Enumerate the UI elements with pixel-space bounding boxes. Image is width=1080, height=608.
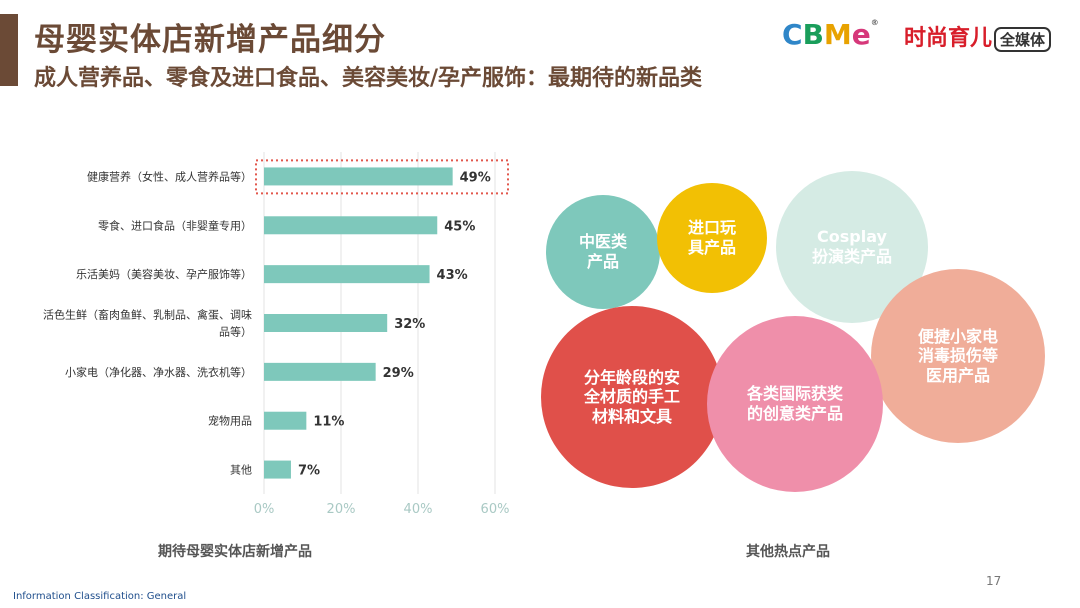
hotspot-label: 进口玩 具产品: [687, 218, 736, 257]
all-media-badge: 全媒体: [994, 26, 1052, 52]
data-label: 49%: [460, 170, 491, 185]
hotspot-bubble: 进口玩 具产品: [657, 183, 767, 293]
data-label: 43%: [437, 268, 468, 283]
bar: [264, 314, 388, 332]
hotspot-bubble: 便捷小家电 消毒损伤等 医用产品: [871, 269, 1045, 443]
category-label: 品等）: [219, 325, 252, 339]
x-tick-label: 40%: [404, 502, 433, 517]
hotspot-label: 中医类 产品: [578, 232, 627, 271]
category-label: 零食、进口食品（非婴童专用）: [98, 218, 252, 232]
bar: [264, 362, 376, 381]
x-tick-label: 20%: [327, 502, 356, 517]
cbme-logo-letter: e: [851, 18, 871, 51]
highlight-box: [255, 159, 509, 195]
bar: [264, 265, 430, 284]
hotspot-bubble: 各类国际获奖 的创意类产品: [707, 316, 883, 492]
hotspot-label: 分年龄段的安 全材质的手工 材料和文具: [583, 367, 680, 426]
title-accent-bar: [0, 14, 18, 86]
x-tick-label: 60%: [481, 502, 510, 517]
data-label: 32%: [394, 317, 425, 332]
category-label: 其他: [230, 464, 252, 477]
bar: [264, 460, 291, 479]
hotspots-caption: 其他热点产品: [746, 544, 830, 560]
hotspot-bubble: 分年龄段的安 全材质的手工 材料和文具: [541, 306, 723, 488]
category-label: 宠物用品: [208, 414, 252, 428]
category-label: 小家电（净化器、净水器、洗衣机等）: [65, 365, 252, 379]
page-title: 母婴实体店新增产品细分: [34, 22, 386, 58]
data-label: 11%: [313, 415, 344, 430]
information-classification: Information Classification: General: [13, 591, 187, 602]
cbme-logo-letter: B: [802, 18, 824, 51]
bar: [264, 167, 453, 186]
data-label: 45%: [444, 219, 475, 234]
page-number: 17: [986, 574, 1002, 588]
cbme-logo-letter: M: [823, 18, 852, 51]
hotspot-bubble: Cosplay 扮演类产品: [776, 171, 928, 323]
data-label: 7%: [298, 464, 320, 479]
cbme-logo: CBMe®: [782, 18, 879, 51]
data-label: 29%: [383, 366, 414, 381]
fashion-parenting-logo: 时尚育儿 全媒体: [904, 20, 1052, 52]
bar: [264, 411, 307, 430]
category-label: 活色生鲜（畜肉鱼鲜、乳制品、禽蛋、调味: [43, 308, 252, 322]
category-label: 健康营养（女性、成人营养品等）: [87, 169, 252, 183]
hotspot-label: Cosplay 扮演类产品: [811, 227, 892, 266]
cbme-logo-letter: C: [782, 18, 803, 51]
hotspot-bubble: 中医类 产品: [546, 195, 660, 309]
bar: [264, 216, 438, 235]
hotspot-label: 各类国际获奖 的创意类产品: [746, 384, 843, 423]
hotspot-label: 便捷小家电 消毒损伤等 医用产品: [917, 326, 998, 385]
fashion-parenting-logo-text: 时尚育儿: [904, 26, 993, 51]
x-tick-label: 0%: [254, 502, 275, 517]
category-label: 乐活美妈（美容美妆、孕产服饰等）: [76, 267, 252, 281]
page-subtitle: 成人营养品、零食及进口食品、美容美妆/孕产服饰：最期待的新品类: [34, 66, 703, 91]
registered-mark: ®: [870, 18, 879, 27]
bar-chart-caption: 期待母婴实体店新增产品: [158, 544, 312, 560]
